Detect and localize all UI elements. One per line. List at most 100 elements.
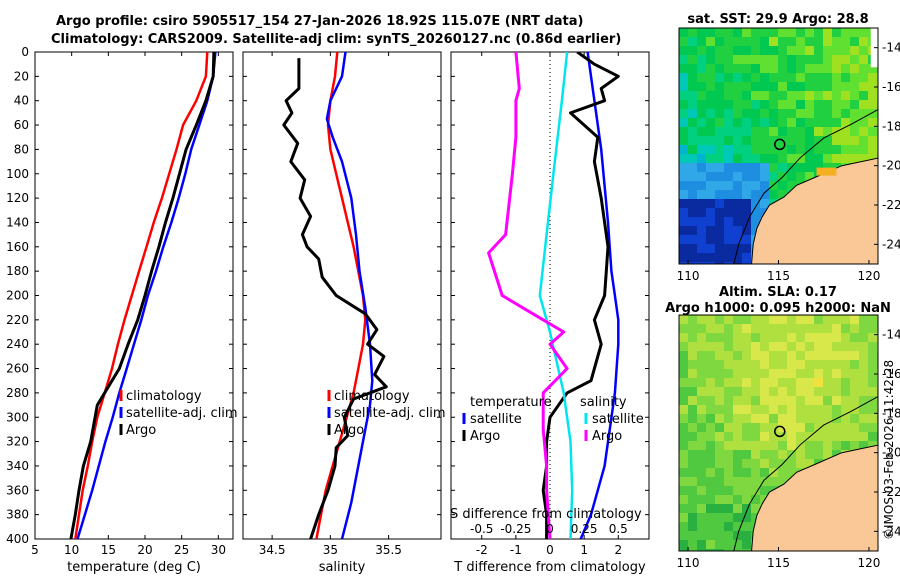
sst-grid-cell bbox=[697, 172, 707, 182]
sla-grid-cell bbox=[805, 342, 815, 352]
sst-grid-cell bbox=[796, 136, 806, 146]
sst-grid-cell bbox=[796, 118, 806, 128]
sst-grid-cell bbox=[697, 199, 707, 209]
legend-label: Argo bbox=[470, 429, 500, 444]
sst-grid-cell bbox=[724, 100, 734, 110]
sst-grid-cell bbox=[751, 136, 761, 146]
sla-grid-cell bbox=[751, 504, 761, 514]
sst-grid-cell bbox=[742, 109, 752, 119]
sst-grid-cell bbox=[805, 82, 815, 92]
sst-grid-cell bbox=[706, 235, 716, 245]
sla-map-title-line1: Altim. SLA: 0.17 bbox=[719, 285, 837, 300]
sla-grid-cell bbox=[823, 369, 833, 379]
sst-grid-cell bbox=[841, 109, 851, 119]
series-line-argo bbox=[69, 52, 216, 539]
sla-grid-cell bbox=[679, 450, 689, 460]
ytick-label: 300 bbox=[6, 410, 29, 424]
ytick-label: 40 bbox=[14, 94, 29, 108]
sla-map-title-line2: Argo h1000: 0.095 h2000: NaN bbox=[665, 301, 891, 316]
xtick-label: -2 bbox=[476, 543, 488, 557]
sst-grid-cell bbox=[715, 172, 725, 182]
sla-grid-cell bbox=[859, 396, 869, 406]
sla-grid-cell bbox=[742, 315, 752, 325]
sla-grid-cell bbox=[832, 369, 842, 379]
sst-grid-cell bbox=[787, 46, 797, 56]
sst-grid-cell bbox=[688, 145, 698, 155]
sla-grid-cell bbox=[760, 360, 770, 370]
figure-title-line1: Argo profile: csiro 5905517_154 27-Jan-2… bbox=[56, 14, 584, 29]
sla-grid-cell bbox=[742, 405, 752, 415]
sst-grid-cell bbox=[823, 55, 833, 65]
series-line-temperature-satellite bbox=[579, 52, 620, 539]
sst-grid-cell bbox=[697, 217, 707, 227]
sst-grid-cell bbox=[733, 262, 743, 264]
sla-grid-cell bbox=[742, 477, 752, 487]
sst-grid-cell bbox=[679, 235, 689, 245]
sst-grid-cell bbox=[724, 55, 734, 65]
sst-grid-cell bbox=[850, 37, 860, 47]
series-line-salinity-satellite bbox=[538, 52, 574, 539]
sla-grid-cell bbox=[787, 423, 797, 433]
sst-grid-cell bbox=[706, 64, 716, 74]
figure-title-line2: Climatology: CARS2009. Satellite-adj cli… bbox=[51, 32, 622, 47]
sst-grid-cell bbox=[805, 109, 815, 119]
sst-grid-cell bbox=[787, 181, 797, 191]
sla-grid-cell bbox=[769, 315, 779, 325]
sst-grid-cell bbox=[805, 163, 815, 173]
sla-grid-cell bbox=[769, 441, 779, 451]
sst-grid-cell bbox=[715, 136, 725, 146]
sla-grid-cell bbox=[814, 342, 824, 352]
sst-grid-cell bbox=[859, 154, 869, 164]
sla-grid-cell bbox=[832, 351, 842, 361]
sst-grid-cell bbox=[868, 91, 878, 101]
ytick-label: 120 bbox=[6, 191, 29, 205]
sla-grid-cell bbox=[751, 360, 761, 370]
map-ytick-label: -24 bbox=[882, 237, 900, 251]
sst-grid-cell bbox=[751, 64, 761, 74]
sst-grid-cell bbox=[724, 208, 734, 218]
sst-grid-cell bbox=[769, 55, 779, 65]
sla-grid-cell bbox=[688, 324, 698, 334]
sst-grid-cell bbox=[679, 244, 689, 254]
sla-grid-cell bbox=[742, 414, 752, 424]
sst-grid-cell bbox=[706, 154, 716, 164]
ytick-label: 180 bbox=[6, 264, 29, 278]
sst-grid-cell bbox=[742, 136, 752, 146]
sla-grid-cell bbox=[751, 477, 761, 487]
sla-grid-cell bbox=[841, 396, 851, 406]
sst-grid-cell bbox=[778, 100, 788, 110]
sla-grid-cell bbox=[796, 333, 806, 343]
sst-grid-cell bbox=[724, 217, 734, 227]
sla-grid-cell bbox=[814, 378, 824, 388]
sst-grid-cell bbox=[715, 253, 725, 263]
sst-grid-cell bbox=[742, 181, 752, 191]
sla-grid-cell bbox=[706, 486, 716, 496]
sla-grid-cell bbox=[688, 441, 698, 451]
sst-grid-cell bbox=[823, 154, 833, 164]
sla-grid-cell bbox=[778, 315, 788, 325]
map-xtick-label: 110 bbox=[677, 556, 700, 570]
sla-grid-cell bbox=[724, 549, 734, 551]
sla-grid-cell bbox=[859, 315, 869, 325]
sst-grid-cell bbox=[715, 127, 725, 137]
sla-grid-cell bbox=[841, 441, 851, 451]
sst-grid-cell bbox=[742, 217, 752, 227]
sla-grid-cell bbox=[751, 432, 761, 442]
sst-grid-cell bbox=[715, 226, 725, 236]
sla-grid-cell bbox=[688, 477, 698, 487]
sst-grid-cell bbox=[688, 235, 698, 245]
sst-grid-cell bbox=[760, 28, 770, 38]
sst-grid-cell bbox=[823, 73, 833, 83]
series-group bbox=[282, 52, 388, 539]
sst-grid-cell bbox=[850, 91, 860, 101]
sst-grid-cell bbox=[733, 217, 743, 227]
sla-grid-cell bbox=[823, 342, 833, 352]
sst-grid-cell bbox=[697, 73, 707, 83]
sla-grid-cell bbox=[841, 351, 851, 361]
sst-grid-cell bbox=[832, 118, 842, 128]
sst-grid-cell bbox=[859, 28, 869, 38]
sla-grid-cell bbox=[733, 468, 743, 478]
sla-grid-cell bbox=[742, 540, 752, 550]
sla-grid-cell bbox=[706, 549, 716, 551]
sst-grid-cell bbox=[778, 145, 788, 155]
